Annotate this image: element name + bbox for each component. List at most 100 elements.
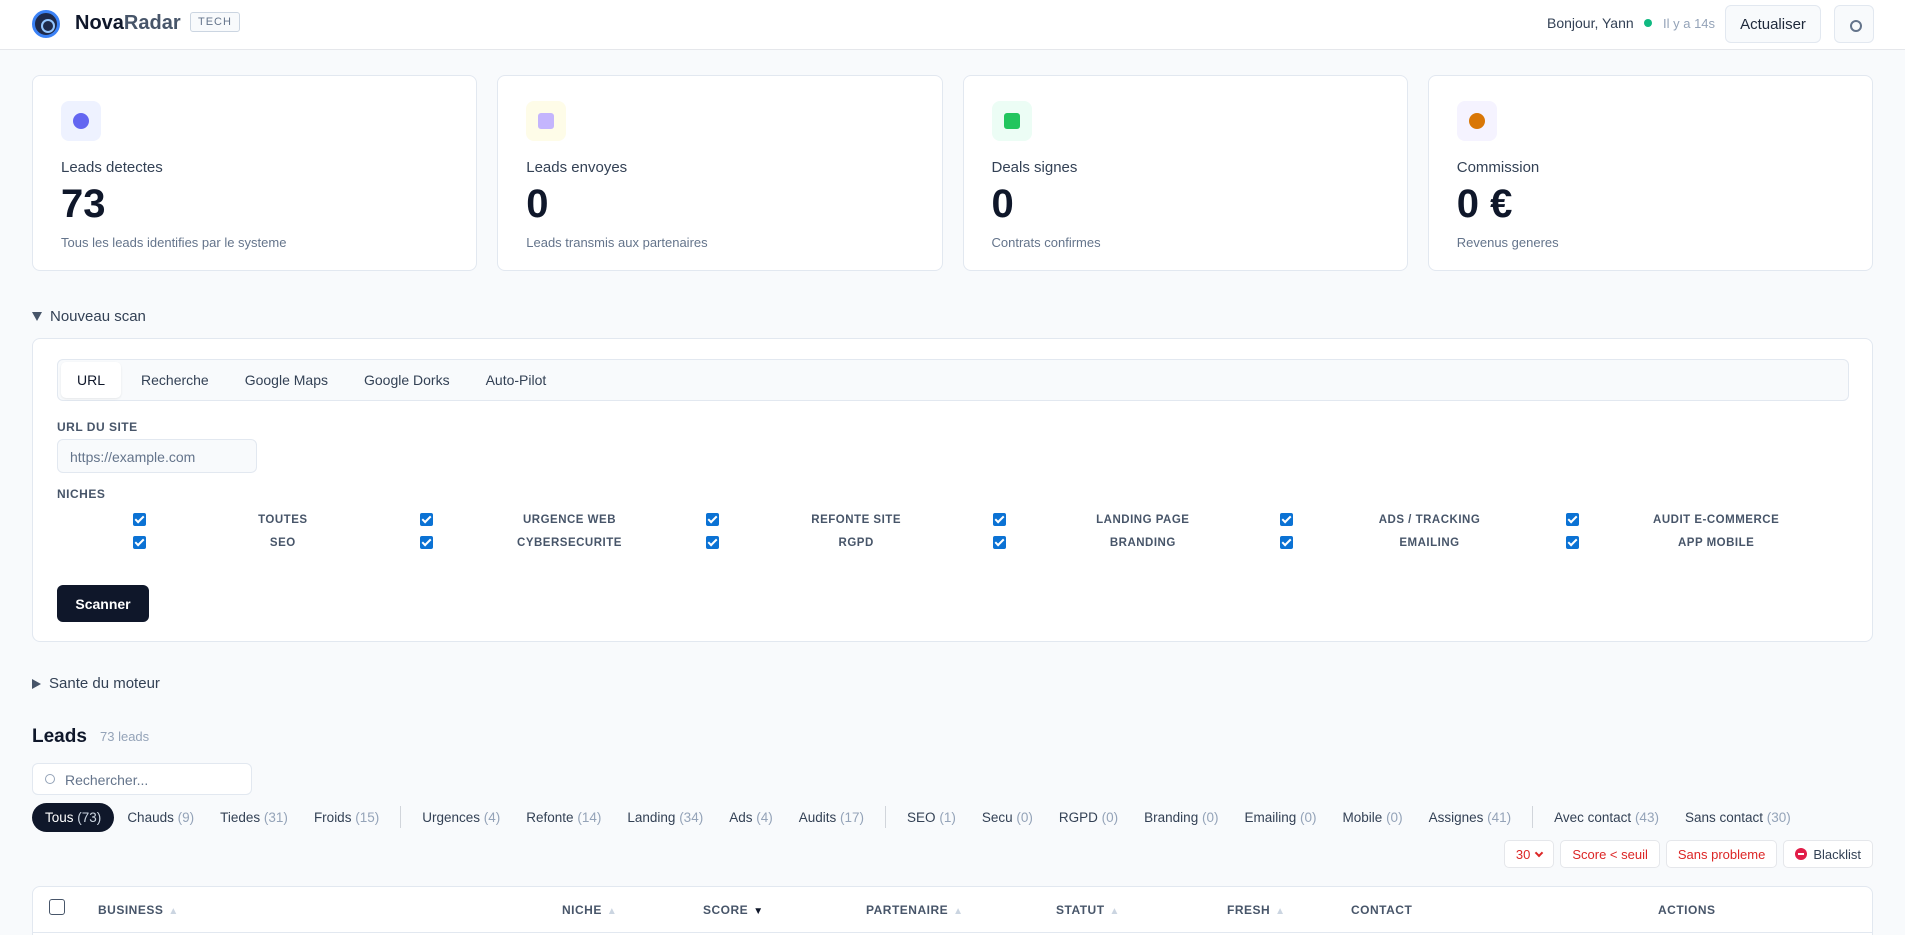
column-label: BUSINESS <box>98 903 164 917</box>
separator <box>400 806 402 828</box>
separator <box>885 806 887 828</box>
filter-chip[interactable]: Ads (4) <box>716 803 786 832</box>
filter-chip[interactable]: Chauds (9) <box>114 803 207 832</box>
niche-option[interactable]: BRANDING <box>992 534 1280 551</box>
action-button[interactable]: Sans probleme <box>1665 840 1778 868</box>
scan-toggle[interactable]: Nouveau scan <box>32 308 146 325</box>
filter-chip[interactable]: SEO (1) <box>894 803 969 832</box>
checkbox[interactable] <box>706 536 720 549</box>
filter-chip[interactable]: Sans contact (30) <box>1672 803 1804 832</box>
checkbox[interactable] <box>1279 513 1293 526</box>
action-button[interactable]: Score < seuil <box>1560 840 1660 868</box>
column-label: NICHE <box>562 903 602 917</box>
logo[interactable] <box>32 10 60 38</box>
tab[interactable]: Google Maps <box>244 372 328 388</box>
niche-option[interactable]: LANDING PAGE <box>992 511 1280 528</box>
filter-chip[interactable]: Landing (34) <box>614 803 716 832</box>
chip-label: Ads <box>729 809 753 825</box>
tab[interactable]: Auto-Pilot <box>485 372 547 388</box>
column-header[interactable]: SCORE ▼ <box>703 903 764 917</box>
checkbox[interactable] <box>1279 536 1293 549</box>
niche-option[interactable]: REFONTE SITE <box>706 511 993 528</box>
action-button[interactable]: Blacklist <box>1783 840 1873 868</box>
chip-count: (9) <box>177 809 195 825</box>
checkbox[interactable] <box>133 536 146 549</box>
niche-option[interactable]: APP MOBILE <box>1566 534 1853 551</box>
checkbox[interactable] <box>1566 536 1580 549</box>
filter-chip[interactable]: Secu (0) <box>969 803 1046 832</box>
niche-option[interactable]: SEO <box>133 534 420 551</box>
column-header[interactable]: NICHE ▲ <box>562 903 617 917</box>
checkbox[interactable] <box>706 513 720 526</box>
niche-label: RGPD <box>838 536 874 549</box>
niche-label: SEO <box>269 536 296 549</box>
sort-indicator: ▲ <box>1275 906 1286 917</box>
chip-count: (14) <box>577 809 602 825</box>
chip-count: (34) <box>679 809 704 825</box>
brand-secondary: Radar <box>123 12 181 34</box>
filter-chip[interactable]: Branding (0) <box>1131 803 1231 832</box>
tab[interactable]: Google Dorks <box>364 372 450 388</box>
leads-table: BUSINESS ▲ NICHE ▲ SCORE ▼ PARTENAIRE ▲ STATUT ▲ F… <box>32 886 1873 935</box>
stat-label: Leads envoyes <box>526 159 628 176</box>
stat-card: Leads envoyes 0 Leads transmis aux partena… <box>497 75 943 271</box>
filter-chip[interactable]: Assignes (41) <box>1416 803 1525 832</box>
niche-option[interactable]: CYBERSECURITE <box>419 534 707 551</box>
niche-option[interactable]: TOUTES <box>133 511 420 528</box>
checkbox[interactable] <box>419 536 433 549</box>
column-header[interactable]: STATUT ▲ <box>1056 903 1120 917</box>
select-all[interactable] <box>49 899 65 915</box>
niche-label: LANDING PAGE <box>1096 513 1190 526</box>
sort-indicator: ▲ <box>1109 906 1120 917</box>
column-label: FRESH <box>1227 903 1271 917</box>
niche-option[interactable]: RGPD <box>706 534 993 551</box>
chip-count: (43) <box>1634 809 1659 825</box>
niche-label: APP MOBILE <box>1677 536 1755 549</box>
filter-chip[interactable]: Tous (73) <box>32 802 115 832</box>
tab[interactable]: Recherche <box>141 372 209 388</box>
chip-count: (0) <box>1386 809 1403 825</box>
stat-card: Leads detectes 73 Tous les leads identifie… <box>32 75 478 271</box>
health-toggle[interactable]: Sante du moteur <box>32 675 160 692</box>
checkbox[interactable] <box>992 536 1006 549</box>
chip-count: (0) <box>1016 809 1033 825</box>
chip-label: Avec contact <box>1554 809 1632 825</box>
filter-chip[interactable]: Avec contact (43) <box>1541 803 1672 832</box>
checkbox[interactable] <box>419 513 433 526</box>
filter-chip[interactable]: Refonte (14) <box>513 803 614 832</box>
filter-chip[interactable]: Emailing (0) <box>1231 803 1329 832</box>
filter-chip[interactable]: Mobile (0) <box>1330 803 1416 832</box>
url-input[interactable]: https://example.com <box>57 439 257 473</box>
filter-chip[interactable]: Froids (15) <box>301 803 392 832</box>
checkbox[interactable] <box>133 513 146 526</box>
filter-chip[interactable]: Urgences (4) <box>409 803 513 832</box>
niche-option[interactable]: EMAILING <box>1279 534 1567 551</box>
page-size-select[interactable]: 30 <box>1503 840 1555 868</box>
scan-button[interactable]: Scanner <box>57 585 149 622</box>
search-input[interactable]: Rechercher... <box>32 763 252 795</box>
column-header[interactable]: FRESH ▲ <box>1227 903 1286 917</box>
filter-chip[interactable]: Audits (17) <box>786 803 877 832</box>
checkbox[interactable] <box>1566 513 1580 526</box>
filter-chip[interactable]: Tiedes (31) <box>207 803 301 832</box>
niche-option[interactable]: URGENCE WEB <box>419 511 707 528</box>
niche-label: CYBERSECURITE <box>517 536 622 549</box>
stat-description: Leads transmis aux partenaires <box>526 235 708 250</box>
chip-label: Urgences <box>422 809 481 825</box>
chip-count: (30) <box>1766 809 1791 825</box>
refresh-button[interactable]: Actualiser <box>1725 5 1821 43</box>
niche-option[interactable]: ADS / TRACKING <box>1279 511 1567 528</box>
column-header[interactable]: PARTENAIRE ▲ <box>866 903 964 917</box>
stat-value: 0 <box>991 182 1014 226</box>
settings-button[interactable] <box>1834 5 1874 43</box>
checkbox[interactable] <box>992 513 1006 526</box>
caret <box>1535 848 1544 857</box>
tab[interactable]: URL <box>61 362 122 398</box>
stat-icon <box>991 101 1032 141</box>
filter-chip[interactable]: RGPD (0) <box>1046 803 1131 832</box>
niche-option[interactable]: AUDIT E-COMMERCE <box>1566 511 1853 528</box>
column-header[interactable]: BUSINESS ▲ <box>98 903 179 917</box>
column-label: PARTENAIRE <box>866 903 949 917</box>
chip-label: SEO <box>907 809 936 825</box>
